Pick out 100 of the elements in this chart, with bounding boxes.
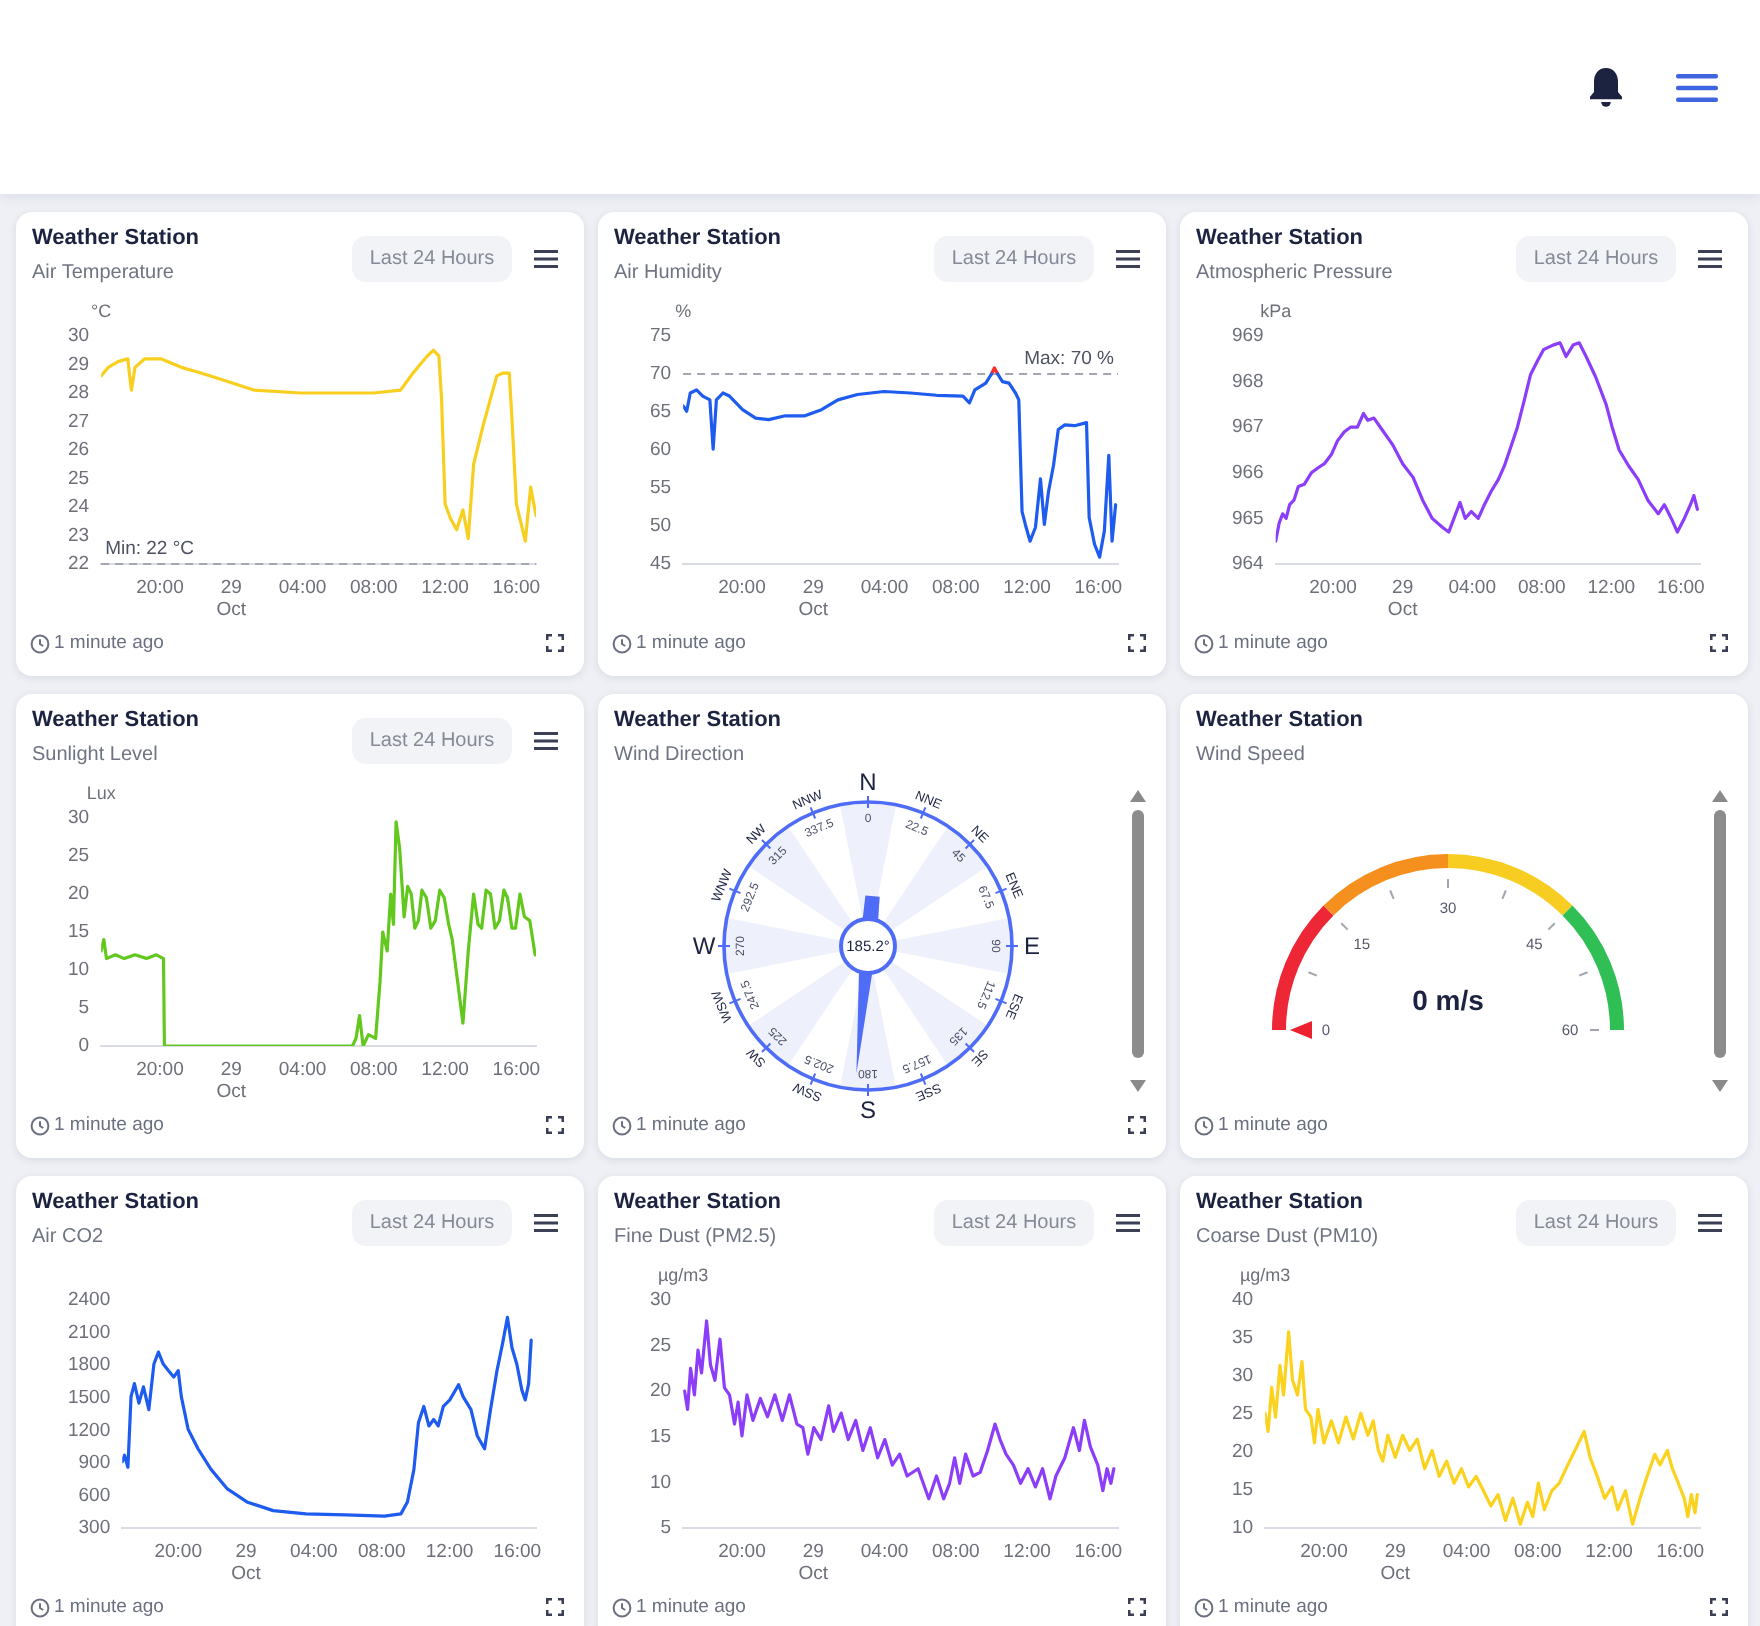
x-tick-label: 16:00 [493, 1540, 542, 1563]
y-tick-label: 969 [1231, 325, 1264, 348]
y-tick-label: 22 [67, 553, 90, 576]
chart-subtitle: Air CO2 [32, 1224, 104, 1250]
x-tick-label: 12:00 [425, 1540, 474, 1563]
y-tick-label: 968 [1231, 370, 1264, 393]
y-tick-label: 25 [649, 1334, 672, 1357]
text: Wind Speed [1196, 742, 1305, 768]
y-tick-label: 23 [67, 524, 90, 547]
chart-subtitle: Air Humidity [614, 260, 722, 286]
x-tick-label: 12:00 [421, 1058, 469, 1081]
x-tick-label: 29 Oct [1387, 576, 1419, 622]
y-tick-label: 30 [67, 325, 90, 348]
text: Wind Direction [614, 742, 745, 768]
y-tick-label: 1800 [67, 1354, 111, 1377]
x-tick-label: 16:00 [1657, 576, 1705, 599]
y-tick-label: 50 [649, 515, 672, 538]
y-axis-title: µg/m3 [657, 1264, 709, 1285]
x-tick-label: 20:00 [1309, 576, 1357, 599]
x-tick-label: 08:00 [350, 576, 398, 599]
x-tick-label: 08:00 [357, 1540, 406, 1563]
chart-title: Weather Station [614, 224, 782, 252]
text: Last 24 Hours [1533, 248, 1659, 270]
y-tick-label: 900 [78, 1452, 111, 1475]
text: 1 minute ago [636, 1596, 746, 1620]
y-tick-label: 15 [1231, 1479, 1254, 1502]
text: 1 minute ago [1218, 632, 1328, 656]
x-tick-label: 08:00 [1514, 1540, 1562, 1563]
y-tick-label: 28 [67, 382, 90, 405]
y-tick-label: 25 [1231, 1403, 1254, 1426]
y-tick-label: 600 [78, 1484, 111, 1507]
y-tick-label: 70 [649, 363, 672, 386]
y-tick-label: 27 [67, 410, 90, 433]
x-tick-label: 29 Oct [798, 1540, 829, 1586]
y-tick-label: 30 [649, 1289, 672, 1312]
text: 1 minute ago [54, 1596, 164, 1620]
y-tick-label: 35 [1231, 1327, 1254, 1350]
text: 1 minute ago [1218, 1114, 1328, 1138]
y-tick-label: 2100 [67, 1321, 111, 1344]
x-tick-label: 20:00 [718, 576, 766, 599]
text: Last 24 Hours [1533, 1212, 1659, 1234]
y-tick-label: 1200 [67, 1419, 111, 1442]
y-tick-label: 55 [649, 477, 672, 500]
y-tick-label: 20 [67, 883, 90, 906]
text: Last 24 Hours [369, 730, 495, 752]
y-tick-label: 965 [1231, 507, 1264, 530]
text: 1 minute ago [636, 632, 746, 656]
y-axis-title: µg/m3 [1239, 1264, 1291, 1285]
text: 1 minute ago [636, 1114, 746, 1138]
text: 1 minute ago [54, 1114, 164, 1138]
x-tick-label: 12:00 [421, 576, 469, 599]
x-tick-label: 20:00 [136, 576, 184, 599]
y-tick-label: 20 [649, 1380, 672, 1403]
chart-subtitle: Sunlight Level [32, 742, 158, 768]
chart-title: Weather Station [1196, 224, 1364, 252]
x-tick-label: 08:00 [932, 1540, 980, 1563]
x-tick-label: 29 Oct [216, 576, 247, 622]
y-tick-label: 40 [1231, 1289, 1254, 1312]
y-tick-label: 25 [67, 845, 90, 868]
x-tick-label: 16:00 [492, 1058, 541, 1081]
y-tick-label: 967 [1231, 416, 1264, 439]
y-tick-label: 24 [67, 496, 90, 519]
x-tick-label: 04:00 [278, 1058, 327, 1081]
y-tick-label: 964 [1231, 553, 1264, 576]
chart-subtitle: Fine Dust (PM2.5) [614, 1224, 777, 1250]
y-tick-label: 75 [649, 325, 672, 348]
x-tick-label: 04:00 [290, 1540, 338, 1563]
y-tick-label: 26 [67, 439, 90, 462]
x-tick-label: 08:00 [932, 576, 980, 599]
text: Last 24 Hours [369, 248, 495, 270]
x-tick-label: 04:00 [1448, 576, 1496, 599]
y-tick-label: 10 [649, 1471, 672, 1494]
ref-line-label: Max: 70 % [1024, 347, 1116, 370]
chart-subtitle: Air Temperature [32, 260, 174, 286]
x-tick-label: 12:00 [1003, 576, 1051, 599]
chart-title: Weather Station [614, 1188, 782, 1216]
y-axis-title: kPa [1260, 300, 1292, 321]
y-tick-label: 5 [660, 1517, 672, 1540]
x-tick-label: 04:00 [860, 1540, 909, 1563]
x-tick-label: 29 Oct [231, 1540, 262, 1586]
y-tick-label: 10 [67, 959, 90, 982]
y-tick-label: 30 [67, 807, 90, 830]
y-axis-title: % [675, 300, 692, 321]
text: 0 m/s [1412, 984, 1485, 1016]
x-tick-label: 16:00 [1074, 576, 1123, 599]
x-tick-label: 16:00 [1656, 1540, 1705, 1563]
x-tick-label: 12:00 [1003, 1540, 1051, 1563]
y-tick-label: 30 [1231, 1365, 1254, 1388]
x-tick-label: 16:00 [492, 576, 541, 599]
text: Last 24 Hours [951, 1212, 1077, 1234]
ref-line-label: Min: 22 °C [105, 537, 195, 560]
x-tick-label: 20:00 [1300, 1540, 1348, 1563]
chart-title: Weather Station [32, 1188, 200, 1216]
text: Last 24 Hours [369, 1212, 495, 1234]
x-tick-label: 08:00 [350, 1058, 398, 1081]
text: Weather Station [1196, 706, 1364, 734]
y-tick-label: 29 [67, 353, 90, 376]
y-tick-label: 60 [649, 439, 672, 462]
text: Last 24 Hours [951, 248, 1077, 270]
y-tick-label: 20 [1231, 1441, 1254, 1464]
